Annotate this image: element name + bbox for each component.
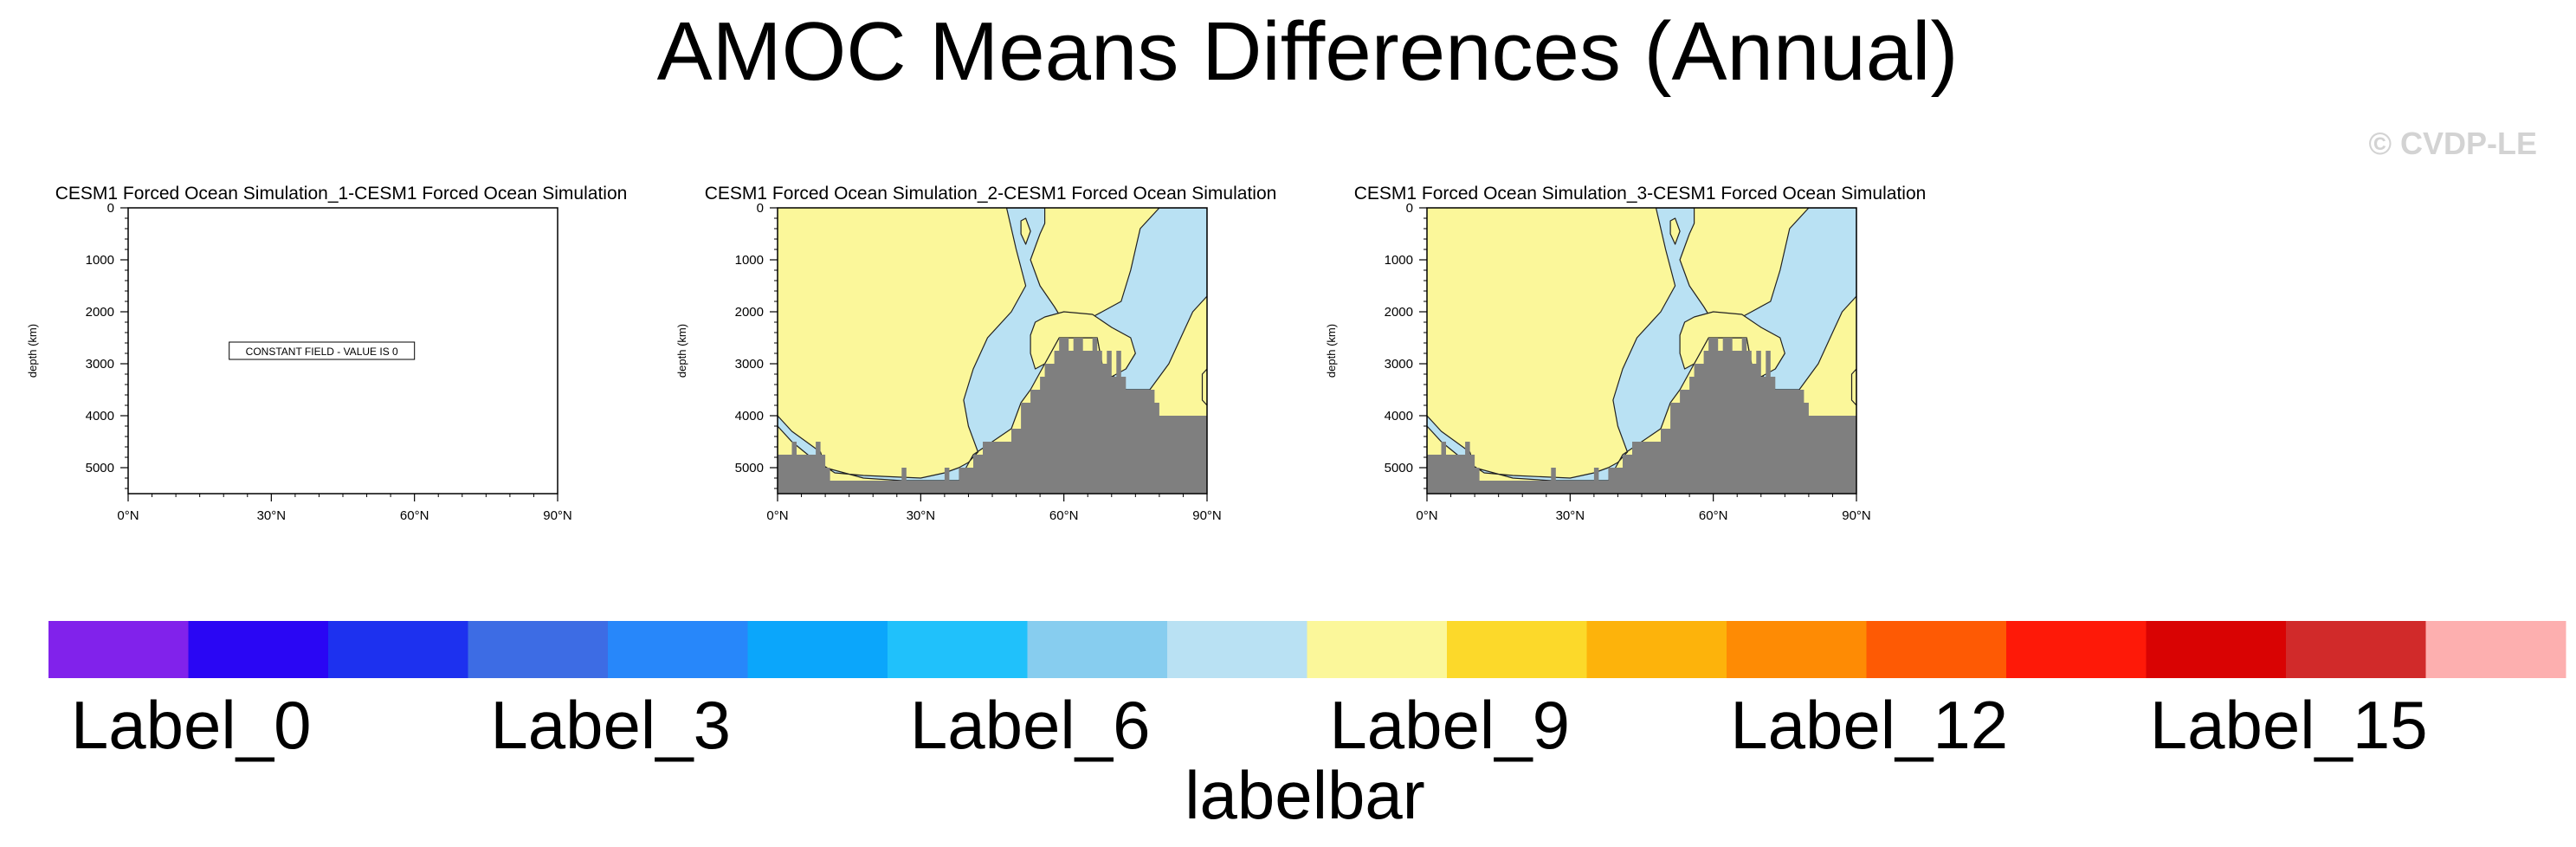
x-tick-label: 0°N bbox=[766, 508, 788, 523]
y-tick-label: 5000 bbox=[1385, 461, 1413, 475]
labelbar-box bbox=[1027, 621, 1168, 678]
y-axis-label: depth (km) bbox=[26, 324, 39, 378]
x-tick-label: 60°N bbox=[1049, 508, 1079, 523]
labelbar-box bbox=[1727, 621, 1867, 678]
labelbar-box bbox=[1307, 621, 1448, 678]
x-tick-label: 30°N bbox=[1556, 508, 1585, 523]
y-tick-label: 2000 bbox=[86, 305, 114, 320]
ocean-floor bbox=[778, 338, 1207, 494]
y-tick-label: 4000 bbox=[1385, 409, 1413, 424]
panels: CONSTANT FIELD - VALUE IS 0 CESM1 Forced … bbox=[26, 184, 1926, 523]
labelbar-box bbox=[188, 621, 329, 678]
labelbar-box bbox=[468, 621, 609, 678]
x-tick-label: 0°N bbox=[117, 508, 139, 523]
labelbar-box bbox=[1167, 621, 1307, 678]
plot-area bbox=[1427, 208, 1856, 494]
plot-area bbox=[778, 208, 1207, 494]
constant-field-label: CONSTANT FIELD - VALUE IS 0 bbox=[246, 346, 398, 358]
y-tick-label: 0 bbox=[757, 201, 764, 216]
panel-title: CESM1 Forced Ocean Simulation_1-CESM1 Fo… bbox=[55, 184, 628, 204]
labelbar-label: Label_0 bbox=[71, 687, 312, 763]
y-tick-label: 1000 bbox=[86, 253, 114, 268]
labelbar-box bbox=[608, 621, 748, 678]
labelbar-box bbox=[2425, 621, 2566, 678]
labelbar-box bbox=[888, 621, 1028, 678]
y-tick-label: 1000 bbox=[735, 253, 764, 268]
y-axis-label: depth (km) bbox=[1325, 324, 1338, 378]
x-tick-label: 60°N bbox=[400, 508, 429, 523]
y-tick-label: 5000 bbox=[86, 461, 114, 475]
y-tick-label: 4000 bbox=[86, 409, 114, 424]
y-tick-label: 2000 bbox=[1385, 305, 1413, 320]
ocean-floor bbox=[1427, 338, 1856, 494]
positive-island bbox=[1201, 368, 1207, 406]
labelbar-box bbox=[1866, 621, 2007, 678]
y-tick-label: 2000 bbox=[735, 305, 764, 320]
labelbar-box bbox=[1447, 621, 1587, 678]
panel-3: CESM1 Forced Ocean Simulation_3-CESM1 Fo… bbox=[1325, 184, 1926, 523]
labelbar-box bbox=[48, 621, 189, 678]
y-tick-label: 4000 bbox=[735, 409, 764, 424]
labelbar-label: Label_9 bbox=[1329, 687, 1570, 763]
labelbar-label: Label_12 bbox=[1730, 687, 2008, 763]
panel-title: CESM1 Forced Ocean Simulation_2-CESM1 Fo… bbox=[705, 184, 1277, 204]
x-tick-label: 0°N bbox=[1416, 508, 1437, 523]
x-tick-label: 90°N bbox=[543, 508, 572, 523]
x-tick-label: 30°N bbox=[257, 508, 287, 523]
labelbar-box bbox=[747, 621, 888, 678]
labelbar-box bbox=[2286, 621, 2426, 678]
figure-title: AMOC Means Differences (Annual) bbox=[657, 5, 1959, 98]
x-tick-label: 30°N bbox=[907, 508, 936, 523]
y-tick-label: 0 bbox=[1406, 201, 1413, 216]
panel-1: CONSTANT FIELD - VALUE IS 0 CESM1 Forced … bbox=[26, 184, 627, 523]
labelbar-title: labelbar bbox=[1185, 757, 1425, 833]
x-tick-label: 90°N bbox=[1192, 508, 1222, 523]
y-tick-label: 3000 bbox=[1385, 357, 1413, 372]
positive-island bbox=[1669, 217, 1681, 245]
x-tick-label: 60°N bbox=[1699, 508, 1728, 523]
panel-title: CESM1 Forced Ocean Simulation_3-CESM1 Fo… bbox=[1354, 184, 1927, 204]
y-tick-label: 3000 bbox=[86, 357, 114, 372]
labelbar-box bbox=[1586, 621, 1727, 678]
labelbar-label: Label_15 bbox=[2150, 687, 2428, 763]
labelbar-box bbox=[2146, 621, 2287, 678]
y-tick-label: 5000 bbox=[735, 461, 764, 475]
positive-island bbox=[1020, 217, 1031, 245]
labelbar-box bbox=[328, 621, 468, 678]
y-tick-label: 1000 bbox=[1385, 253, 1413, 268]
y-tick-label: 3000 bbox=[735, 357, 764, 372]
positive-island bbox=[1850, 368, 1856, 406]
watermark: © CVDP-LE bbox=[2368, 126, 2537, 161]
x-tick-label: 90°N bbox=[1842, 508, 1871, 523]
labelbar: Label_0 Label_3 Label_6 Label_9 Label_12 Labe… bbox=[48, 621, 2566, 763]
y-axis-label: depth (km) bbox=[675, 324, 688, 378]
panel-2: CESM1 Forced Ocean Simulation_2-CESM1 Fo… bbox=[675, 184, 1276, 523]
labelbar-box bbox=[2006, 621, 2147, 678]
labelbar-label: Label_3 bbox=[490, 687, 731, 763]
y-tick-label: 0 bbox=[107, 201, 114, 216]
labelbar-label: Label_6 bbox=[910, 687, 1151, 763]
constant-field-box bbox=[229, 341, 416, 360]
plot-area: CONSTANT FIELD - VALUE IS 0 bbox=[128, 208, 558, 494]
